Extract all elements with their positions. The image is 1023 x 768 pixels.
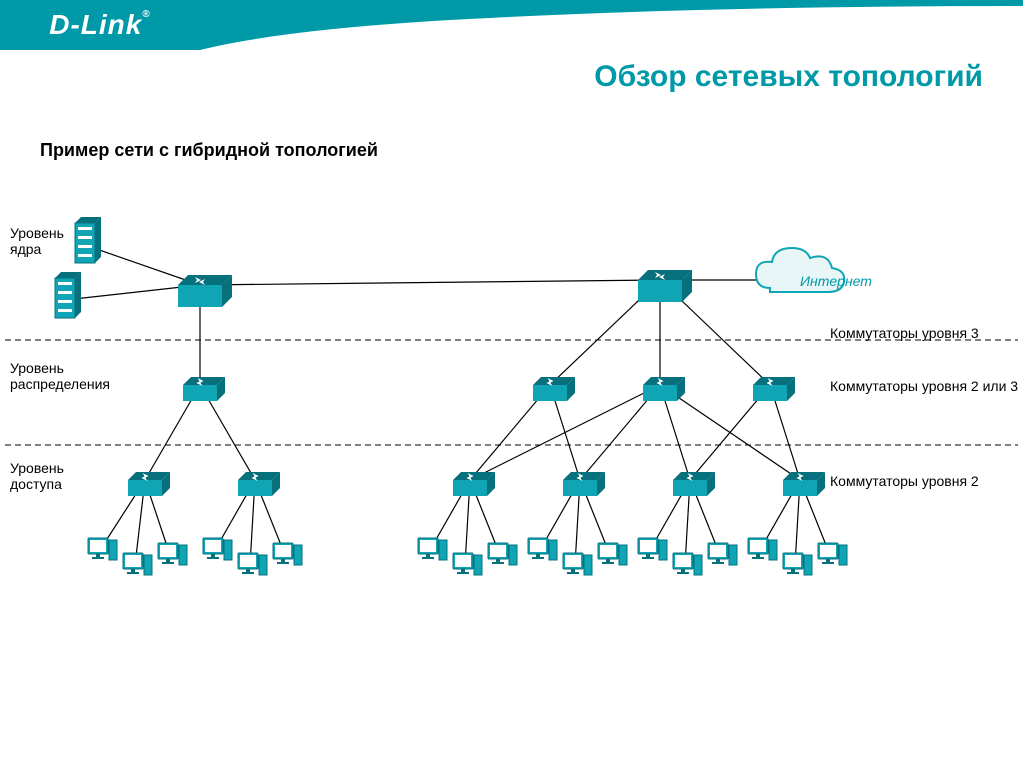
label-core-level: Уровень ядра xyxy=(10,225,64,257)
label-dist-level: Уровень распределения xyxy=(10,360,110,392)
brand-name: D-Link xyxy=(49,9,142,40)
brand-reg: ® xyxy=(142,9,150,20)
label-l2-switches: Коммутаторы уровня 2 xyxy=(830,473,979,489)
brand-logo: D-Link® xyxy=(49,9,150,41)
subtitle: Пример сети с гибридной топологией xyxy=(40,140,378,161)
header-swoosh xyxy=(200,0,1023,50)
swoosh-icon xyxy=(200,0,1023,50)
label-l23-switches: Коммутаторы уровня 2 или 3 xyxy=(830,378,1018,394)
label-l3-switches: Коммутаторы уровня 3 xyxy=(830,325,979,341)
page-title: Обзор сетевых топологий xyxy=(594,60,983,94)
network-diagram: Уровень ядра Уровень распределения Урове… xyxy=(0,190,1023,690)
header-bar: D-Link® xyxy=(0,0,200,50)
label-access-level: Уровень доступа xyxy=(10,460,64,492)
page-title-text: Обзор сетевых топологий xyxy=(594,60,983,93)
diagram-svg xyxy=(0,190,1023,690)
label-internet: Интернет xyxy=(800,273,872,289)
